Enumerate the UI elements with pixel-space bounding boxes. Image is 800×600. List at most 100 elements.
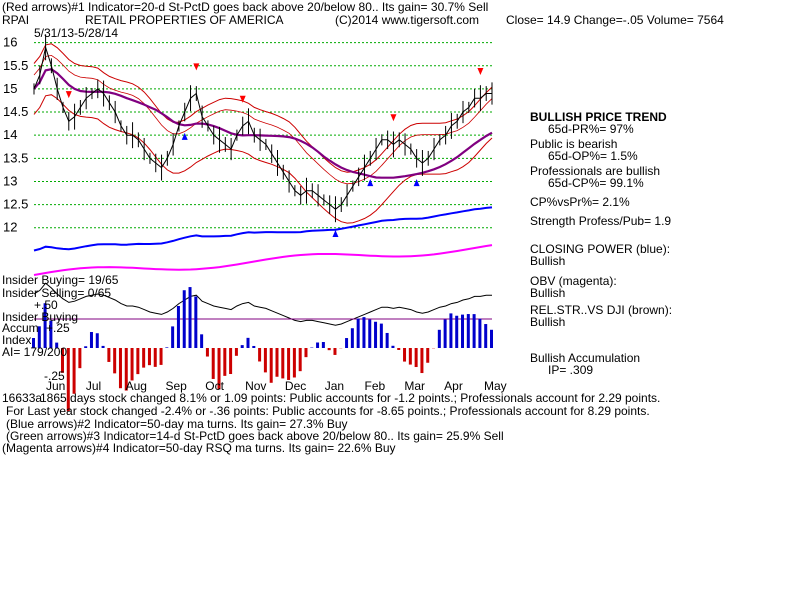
- accum-bar: [159, 348, 163, 365]
- accum-bar: [107, 348, 111, 362]
- upper-band: [33, 43, 493, 173]
- blue-arrow-up: [367, 179, 374, 187]
- accum-bar: [443, 319, 447, 348]
- cp-value: 65d-CP%= 99.1%: [548, 176, 644, 190]
- y-tick-label: 12.5: [3, 197, 28, 212]
- x-tick-label: Sep: [165, 379, 187, 393]
- cpvspr: CP%vsPr%= 2.1%: [530, 195, 630, 209]
- price-series: [33, 34, 493, 223]
- accum-bar: [78, 348, 82, 369]
- accum-bar: [321, 342, 325, 348]
- accum-bar: [229, 348, 233, 375]
- accum-bar: [304, 348, 308, 358]
- x-tick-label: Dec: [285, 379, 306, 393]
- accum-bar: [113, 348, 117, 374]
- obv-line: [33, 244, 493, 276]
- closing-power-line: [33, 206, 493, 252]
- relstr-value: Bullish: [530, 315, 566, 329]
- accum-bar: [327, 348, 331, 351]
- x-tick-label: Oct: [205, 379, 224, 393]
- footer-prefix: 16633a: [2, 391, 43, 405]
- accum-bar: [466, 314, 470, 348]
- op-value: 65d-OP%= 1.5%: [548, 149, 638, 163]
- accum-bar: [391, 345, 395, 348]
- copyright: (C)2014 www.tigersoft.com: [335, 13, 480, 27]
- accum-bar: [356, 318, 360, 348]
- accum-bar: [101, 345, 105, 348]
- trend-title: BULLISH PRICE TREND: [530, 110, 667, 124]
- blue-arrow-up: [332, 230, 339, 238]
- ticker: RPAI: [2, 13, 30, 27]
- ip-value: IP= .309: [548, 363, 594, 377]
- footer-line5: (Magenta arrows)#4 Indicator=50-day RSQ …: [2, 441, 396, 455]
- ai-label: AI= 179/200: [2, 345, 68, 359]
- header-line1: (Red arrows)#1 Indicator=20-d St-PctD go…: [2, 0, 489, 14]
- accum-bar: [414, 348, 418, 368]
- accum-bar: [124, 348, 128, 391]
- minus25-label: -.25: [44, 369, 65, 383]
- y-tick-label: 16: [3, 35, 17, 50]
- y-tick-labels: 16 15.5 15 14.5 14 13.5 13 12.5 12: [3, 35, 28, 235]
- accum-bar: [426, 348, 430, 363]
- accum-bar: [55, 342, 59, 348]
- footer-line1: 1865 days stock changed 8.1% or 1.09 poi…: [40, 391, 661, 405]
- accum-bar: [240, 345, 244, 348]
- x-tick-label: Apr: [444, 379, 463, 393]
- x-tick-label: Jun: [46, 379, 65, 393]
- accum-bar: [165, 347, 169, 348]
- accum-bar: [281, 348, 285, 379]
- accum-bar: [408, 348, 412, 365]
- insider-buying-label: Insider Buying: [2, 310, 79, 324]
- x-tick-labels: Jun Jul Aug Sep Oct Nov Dec Jan Feb Mar Apr May: [46, 379, 507, 393]
- blue-arrow-up: [181, 132, 188, 140]
- accum-bar: [403, 348, 407, 362]
- accum-bar: [188, 287, 192, 348]
- x-tick-label: Aug: [126, 379, 147, 393]
- accum-bar: [484, 324, 488, 348]
- company-name: RETAIL PROPERTIES OF AMERICA: [85, 13, 284, 27]
- accum-bar: [118, 348, 122, 389]
- footer-line4: (Green arrows)#3 Indicator=14-d St-PctD …: [6, 429, 504, 443]
- obv-value: Bullish: [530, 286, 566, 300]
- accum-bar: [461, 314, 465, 348]
- accum-bar: [449, 313, 453, 348]
- accum-bar: [176, 306, 180, 348]
- obv-title: OBV (magenta):: [530, 274, 617, 288]
- accum-bar: [194, 296, 198, 348]
- accum-bar: [171, 326, 175, 348]
- y-tick-label: 12: [3, 220, 17, 235]
- accum-bar: [60, 348, 64, 373]
- accum-bar: [200, 334, 204, 348]
- accum-bar: [252, 345, 256, 348]
- accum-bar: [223, 348, 227, 376]
- accum-bar: [258, 348, 262, 362]
- accum-bar: [287, 348, 291, 380]
- accum-bar: [374, 321, 378, 348]
- x-tick-label: Mar: [404, 379, 425, 393]
- accum-bar: [37, 326, 41, 348]
- indicator-lines: [33, 206, 493, 326]
- accum-bar: [95, 333, 99, 348]
- plus25-label: +.25: [46, 321, 70, 335]
- y-tick-label: 15.5: [3, 58, 28, 73]
- accum-bar: [153, 348, 157, 367]
- accum-bar: [182, 290, 186, 348]
- closing-power-value: Bullish: [530, 254, 566, 268]
- y-tick-label: 14: [3, 127, 17, 142]
- close-readout: Close= 14.9 Change=-.05 Volume= 7564: [506, 13, 724, 27]
- signal-arrows: [65, 63, 484, 238]
- accum-bar: [379, 323, 383, 348]
- price-bands: [33, 43, 493, 224]
- accum-bar: [292, 348, 296, 378]
- accum-bar: [420, 348, 424, 374]
- pr-value: 65d-PR%= 97%: [548, 122, 634, 136]
- accumulation-histogram: [32, 287, 493, 412]
- accum-bar: [350, 328, 354, 348]
- accum-bar: [385, 332, 389, 348]
- y-tick-label: 13: [3, 173, 17, 188]
- insider-selling: Insider Selling= 0/65: [2, 286, 112, 300]
- accum-bar: [397, 348, 401, 350]
- accum-bar: [89, 332, 93, 348]
- red-arrow-down: [65, 91, 72, 99]
- y-tick-label: 13.5: [3, 150, 28, 165]
